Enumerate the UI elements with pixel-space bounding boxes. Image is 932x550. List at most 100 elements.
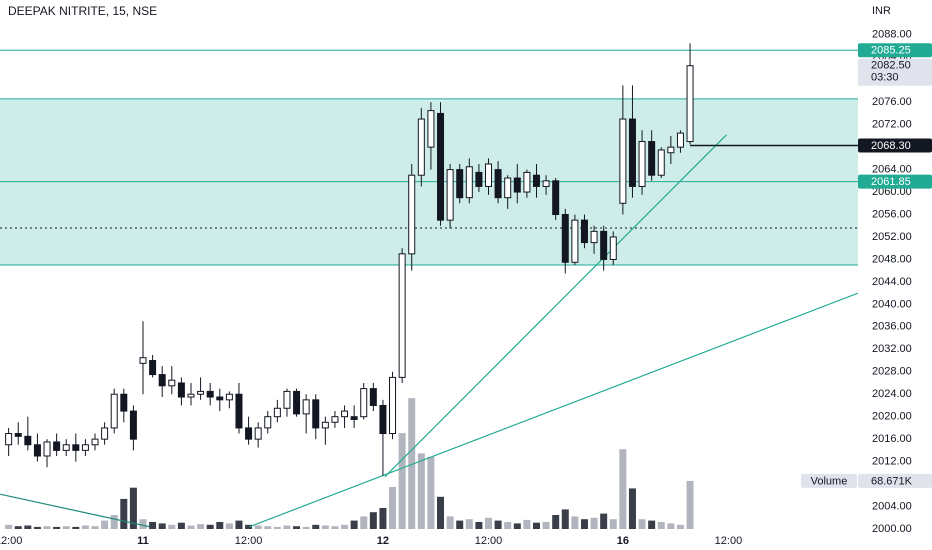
- x-tick-label: 16: [617, 535, 629, 547]
- candle-body: [417, 118, 425, 176]
- candle-body: [24, 435, 32, 446]
- candle-body: [206, 390, 214, 398]
- y-tick-label: 2028.00: [872, 366, 912, 378]
- candle-body: [504, 177, 512, 199]
- candle-body: [110, 393, 118, 429]
- volume-bar: [235, 520, 243, 529]
- candle-body: [456, 169, 464, 199]
- volume-bar: [312, 524, 320, 529]
- volume-bar: [609, 519, 617, 529]
- candle-body: [264, 416, 272, 429]
- volume-bar: [225, 523, 233, 529]
- candle-body: [33, 444, 41, 457]
- y-tick-label: 2052.00: [872, 231, 912, 243]
- volume-bar: [72, 526, 80, 529]
- candle-body: [101, 427, 109, 440]
- candle-body: [437, 112, 445, 221]
- level-box: [858, 174, 932, 189]
- candle-body: [676, 132, 684, 148]
- volume-bar: [302, 526, 310, 529]
- candle-body: [389, 376, 397, 435]
- x-tick-label: 12:00: [235, 535, 263, 547]
- volume-bar: [676, 524, 684, 529]
- y-tick-label: 2072.00: [872, 119, 912, 131]
- volume-bar: [350, 520, 358, 529]
- x-tick-label: 12: [377, 535, 389, 547]
- y-tick-label: 2040.00: [872, 298, 912, 310]
- volume-bar: [648, 520, 656, 529]
- volume-bar: [379, 508, 387, 529]
- candle-body: [590, 230, 598, 244]
- volume-bar: [427, 456, 435, 529]
- volume-bar: [158, 523, 166, 529]
- x-tick-label: 12:00: [0, 535, 22, 547]
- volume-bar: [475, 522, 483, 529]
- candle-body: [43, 441, 51, 457]
- candle-body: [360, 388, 368, 418]
- y-tick-label: 2076.00: [872, 96, 912, 108]
- candle-body: [331, 416, 339, 423]
- volume-bar: [542, 522, 550, 529]
- last-price-label: 2082.50: [871, 60, 911, 72]
- candle-body: [149, 360, 157, 376]
- volume-bar: [561, 509, 569, 529]
- candle-body: [273, 407, 281, 418]
- y-tick-label: 2000.00: [872, 523, 912, 535]
- candle-body: [494, 169, 502, 199]
- volume-bar: [571, 516, 579, 529]
- candle-body: [571, 219, 579, 263]
- candle-body: [619, 118, 627, 204]
- level-box: [858, 43, 932, 58]
- y-tick-label: 2056.00: [872, 208, 912, 220]
- candle-body: [245, 427, 253, 440]
- volume-bar: [408, 398, 416, 529]
- last-price-box: [858, 58, 932, 86]
- volume-bar: [14, 526, 22, 529]
- y-tick-label: 2064.00: [872, 164, 912, 176]
- candle-body: [513, 177, 521, 193]
- volume-bar: [216, 522, 224, 529]
- volume-bar: [321, 525, 329, 529]
- volume-bar: [600, 513, 608, 529]
- volume-bar: [177, 522, 185, 529]
- candle-body: [120, 393, 128, 412]
- volume-bar: [369, 512, 377, 529]
- y-tick-label: 2036.00: [872, 321, 912, 333]
- volume-bar: [331, 526, 339, 529]
- candle-body: [168, 379, 176, 387]
- volume-bar: [341, 524, 349, 529]
- volume-bar: [187, 525, 195, 529]
- candle-body: [686, 65, 694, 143]
- chart-title: DEEPAK NITRITE, 15, NSE: [8, 4, 157, 18]
- candle-body: [427, 110, 435, 148]
- y-tick-label: 2024.00: [872, 388, 912, 400]
- volume-bar: [264, 526, 272, 529]
- candle-body: [408, 174, 416, 255]
- volume-bar: [139, 519, 147, 529]
- candle-body: [91, 438, 99, 446]
- y-tick-label: 2044.00: [872, 276, 912, 288]
- y-tick-label: 2060.00: [872, 186, 912, 198]
- volume-bar: [513, 523, 521, 529]
- y-tick-label: 2020.00: [872, 411, 912, 423]
- volume-bar: [110, 515, 118, 529]
- y-tick-label: 2012.00: [872, 456, 912, 468]
- volume-bar: [5, 524, 13, 529]
- volume-value-box: [858, 473, 932, 488]
- volume-value-label: 68.671K: [871, 475, 913, 487]
- volume-bar: [580, 519, 588, 529]
- candle-body: [657, 149, 665, 176]
- volume-bar: [437, 496, 445, 529]
- level-label: 2061.85: [871, 176, 911, 188]
- volume-bar: [245, 524, 253, 529]
- volume-bar: [168, 524, 176, 529]
- axes: 2000.002004.002008.002012.002016.002020.…: [0, 29, 932, 547]
- candle-body: [667, 146, 675, 154]
- volume-bar: [523, 519, 531, 529]
- level-label: 2085.25: [871, 45, 911, 57]
- x-tick-label: 11: [137, 535, 149, 547]
- volume-bar: [686, 480, 694, 529]
- candle-body: [475, 171, 483, 187]
- volume-name: Volume: [811, 475, 848, 487]
